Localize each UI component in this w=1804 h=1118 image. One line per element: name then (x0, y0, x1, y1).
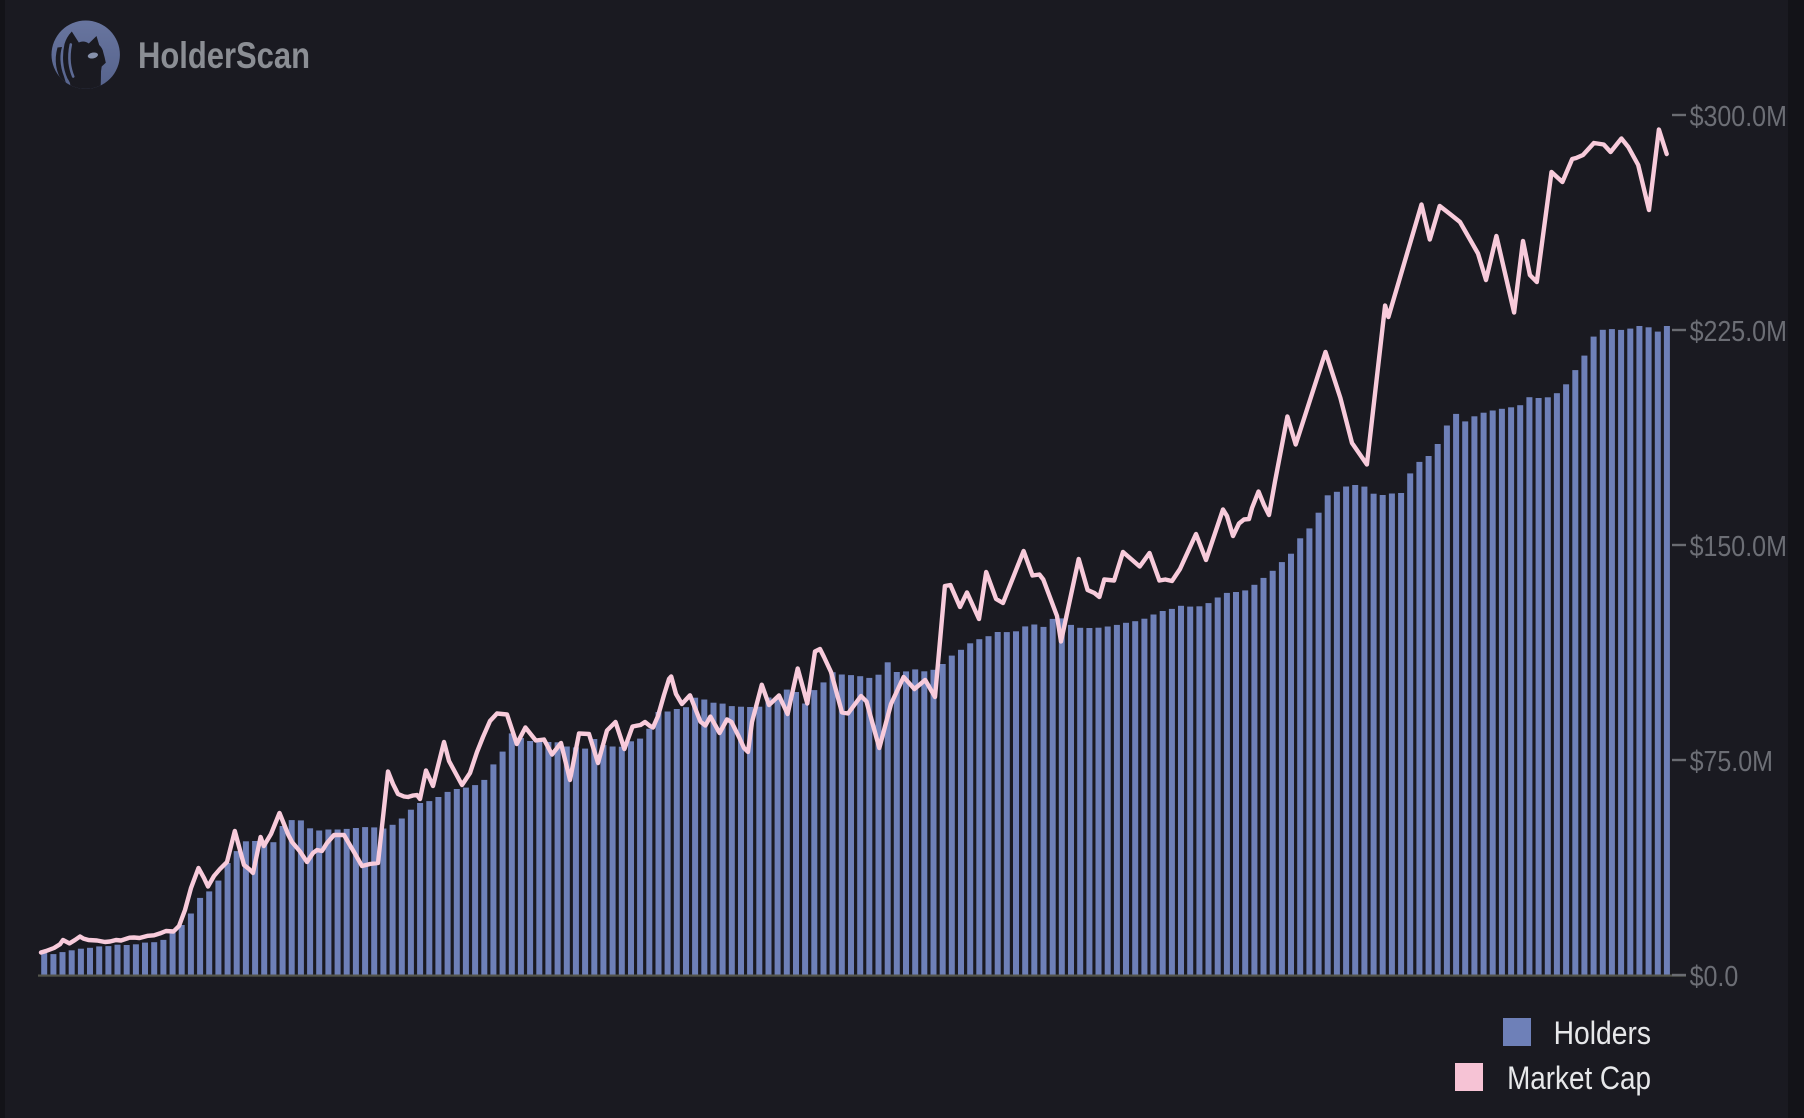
svg-text:$300.0M: $300.0M (1690, 101, 1787, 133)
svg-text:Holders: Holders (1554, 1015, 1651, 1051)
svg-text:$0.0: $0.0 (1690, 961, 1739, 993)
svg-text:$75.0M: $75.0M (1690, 746, 1773, 778)
svg-text:$225.0M: $225.0M (1690, 316, 1787, 348)
svg-text:Market Cap: Market Cap (1507, 1060, 1651, 1096)
svg-text:$150.0M: $150.0M (1690, 531, 1787, 563)
svg-text:HolderScan: HolderScan (138, 35, 310, 76)
